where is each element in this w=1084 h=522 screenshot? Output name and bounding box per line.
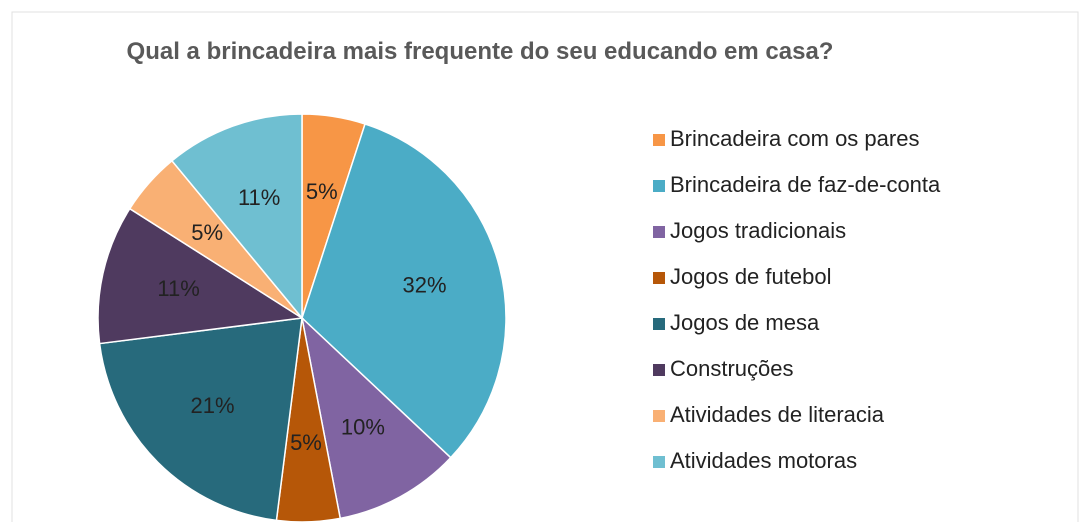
- chart-title: Qual a brincadeira mais frequente do seu…: [126, 38, 834, 65]
- data-label: 5%: [306, 179, 338, 204]
- legend-swatch: [653, 272, 665, 284]
- pie-slice: [301, 123, 507, 459]
- legend-label: Atividades motoras: [670, 448, 857, 473]
- pie-slice: [170, 113, 303, 321]
- legend-label: Atividades de literacia: [670, 402, 885, 427]
- data-label: 10%: [341, 415, 385, 440]
- legend-swatch: [653, 410, 665, 422]
- legend-label: Brincadeira de faz-de-conta: [670, 172, 941, 197]
- legend-swatch: [653, 364, 665, 376]
- data-label: 11%: [238, 185, 280, 210]
- legend-label: Jogos de mesa: [670, 310, 820, 335]
- pie-slice: [98, 317, 303, 522]
- data-label: 21%: [191, 393, 235, 418]
- legend-label: Jogos tradicionais: [670, 218, 846, 243]
- legend-label: Jogos de futebol: [670, 264, 831, 289]
- pie-slice: [97, 207, 305, 345]
- legend-swatch: [653, 180, 665, 192]
- legend-swatch: [653, 456, 665, 468]
- data-label: 5%: [290, 430, 322, 455]
- legend-swatch: [653, 318, 665, 330]
- data-label: 5%: [191, 220, 223, 245]
- legend-swatch: [653, 134, 665, 146]
- legend-label: Construções: [670, 356, 794, 381]
- legend-label: Brincadeira com os pares: [670, 126, 919, 151]
- data-label: 32%: [402, 272, 446, 297]
- pie-slice: [300, 315, 452, 520]
- data-label: 11%: [157, 276, 199, 301]
- chart-frame: [11, 11, 1079, 522]
- legend-swatch: [653, 226, 665, 238]
